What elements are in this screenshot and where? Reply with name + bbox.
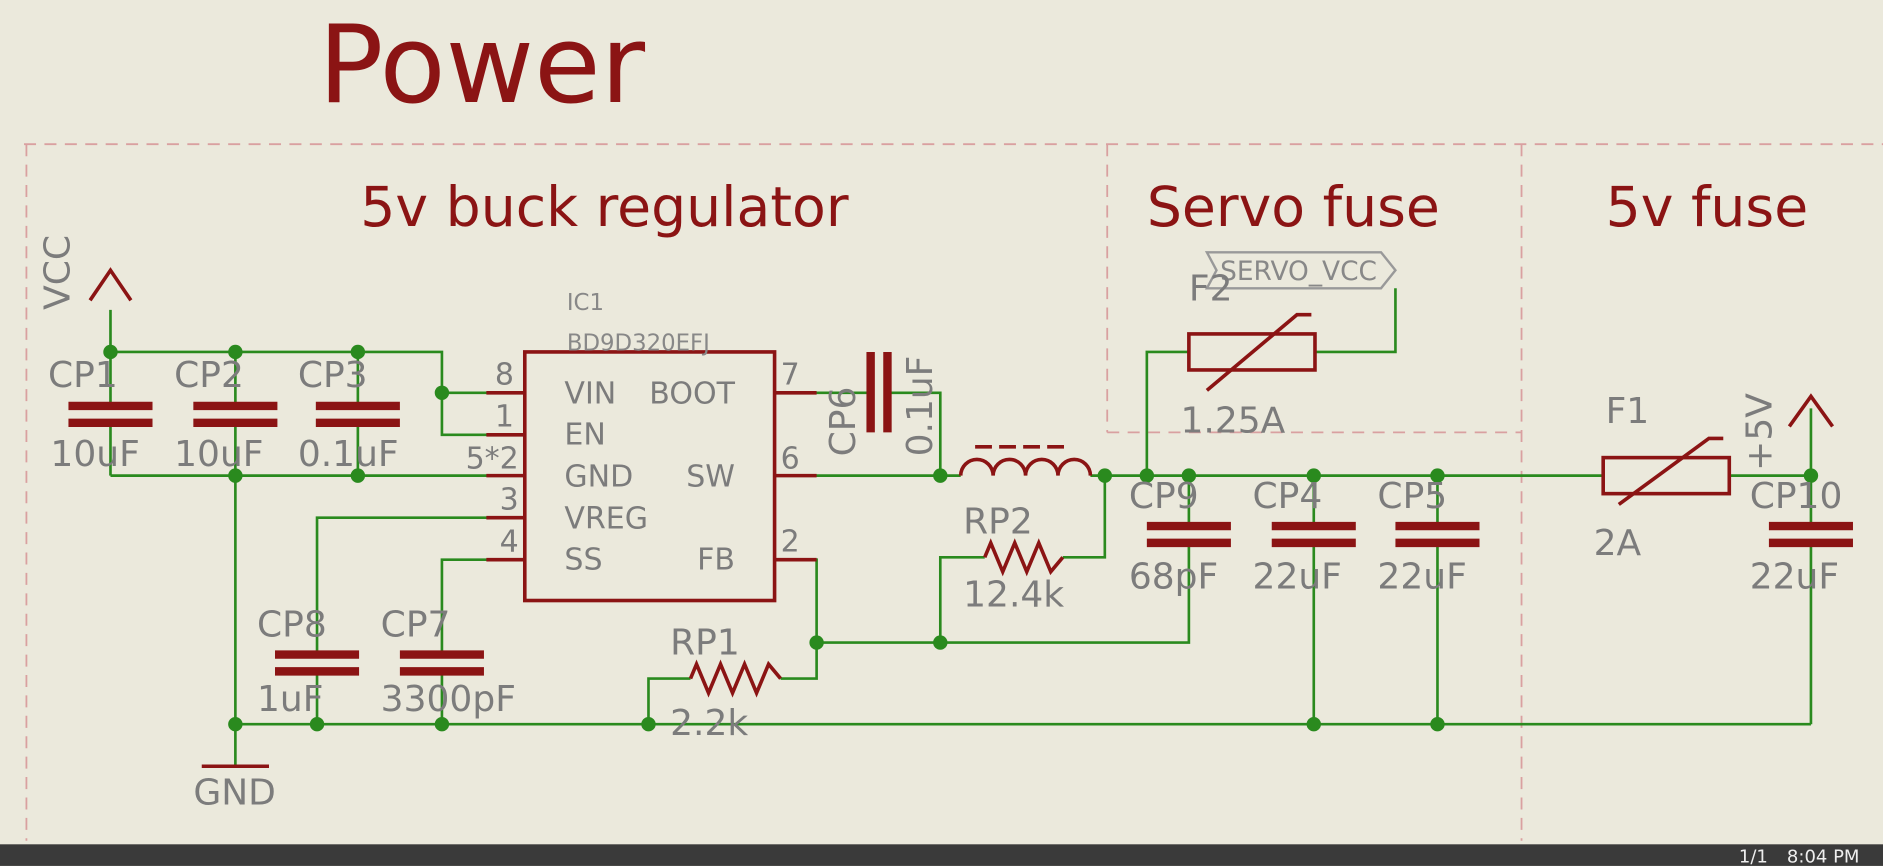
component-value: 22uF bbox=[1253, 557, 1342, 598]
pin-name: BOOT bbox=[649, 377, 735, 412]
pin-name: SS bbox=[564, 542, 602, 577]
pin-name: SW bbox=[686, 459, 735, 494]
component-value: 68pF bbox=[1129, 557, 1218, 598]
net-label: SERVO_VCC bbox=[1220, 256, 1377, 287]
component-value: 3300pF bbox=[381, 679, 516, 720]
pin-name: VIN bbox=[564, 377, 616, 412]
component-ref: RP2 bbox=[963, 501, 1033, 542]
component-ref: F1 bbox=[1606, 391, 1650, 432]
component-ref: CP9 bbox=[1129, 476, 1199, 517]
component-ref: CP3 bbox=[298, 355, 368, 396]
component-value: 22uF bbox=[1750, 557, 1839, 598]
pin-name: EN bbox=[564, 417, 605, 452]
component-ref: CP10 bbox=[1750, 476, 1843, 517]
pin-number: 3 bbox=[500, 482, 519, 517]
component-value: 22uF bbox=[1377, 557, 1466, 598]
ic-ref: IC1 bbox=[567, 290, 604, 316]
component-ref: CP4 bbox=[1253, 476, 1323, 517]
power-label: +5V bbox=[1739, 393, 1780, 471]
pin-number: 7 bbox=[781, 357, 800, 392]
pin-number: 6 bbox=[781, 441, 800, 476]
texts: Power 5v buck regulator Servo fuse 5v fu… bbox=[38, 3, 1809, 814]
pin-number: 2 bbox=[781, 524, 800, 559]
component-ref: CP5 bbox=[1377, 476, 1447, 517]
component-ref: RP1 bbox=[670, 623, 740, 664]
component-ref: CP8 bbox=[257, 605, 327, 646]
pin-name: VREG bbox=[564, 501, 648, 536]
status-bar bbox=[0, 844, 1883, 866]
component-value: 10uF bbox=[50, 434, 139, 475]
pin-name: FB bbox=[697, 542, 735, 577]
component-ref: CP2 bbox=[174, 355, 244, 396]
power-label: GND bbox=[193, 773, 276, 814]
power-label: VCC bbox=[38, 235, 79, 310]
section-label: Servo fuse bbox=[1147, 176, 1440, 240]
component-ref: CP6 bbox=[823, 387, 864, 457]
component-ref: CP7 bbox=[381, 605, 451, 646]
title: Power bbox=[318, 3, 645, 128]
component-value: 2.2k bbox=[670, 703, 748, 744]
component-ref: CP1 bbox=[48, 355, 118, 396]
status-time: 8:04 PM bbox=[1787, 846, 1860, 866]
pin-number: 4 bbox=[500, 524, 519, 559]
component-value: 0.1uF bbox=[900, 356, 941, 457]
pin-name: GND bbox=[564, 459, 633, 494]
component-labels: CP1 10uF CP2 10uF CP3 0.1uF CP8 1uF CP7 3300pF CP6… bbox=[48, 268, 1842, 744]
component-value: 1.25A bbox=[1180, 400, 1285, 441]
pin-number: 8 bbox=[495, 357, 514, 392]
component-value: 1uF bbox=[257, 679, 323, 720]
symbols bbox=[68, 251, 1853, 769]
component-value: 10uF bbox=[174, 434, 263, 475]
component-value: 12.4k bbox=[963, 575, 1064, 616]
ic-value: BD9D320EFJ bbox=[567, 331, 710, 357]
section-label: 5v buck regulator bbox=[360, 176, 849, 240]
section-label: 5v fuse bbox=[1606, 176, 1809, 240]
component-ref: F2 bbox=[1189, 268, 1233, 309]
junctions bbox=[103, 344, 1819, 732]
pin-number: 1 bbox=[495, 399, 514, 434]
pin-number: 5*2 bbox=[466, 441, 519, 476]
status-page: 1/1 bbox=[1739, 846, 1768, 866]
component-value: 0.1uF bbox=[298, 434, 399, 475]
component-value: 2A bbox=[1594, 523, 1642, 564]
